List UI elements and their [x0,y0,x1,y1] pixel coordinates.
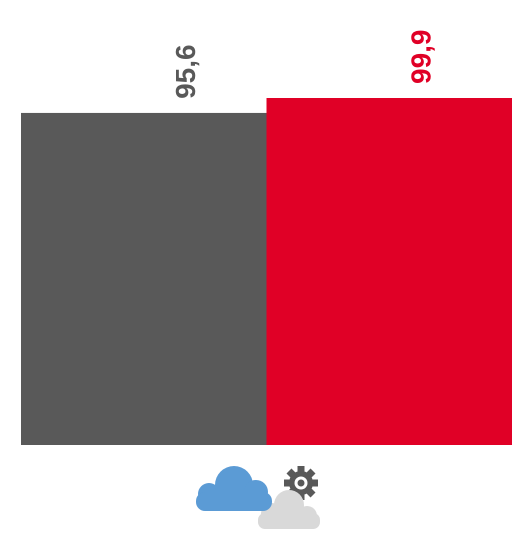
gear-hub [298,480,305,487]
bar-1 [21,113,267,445]
cloud-gear-icon [192,460,324,529]
bar-2 [267,98,512,445]
cloud-front-icon [196,466,272,511]
data-label-2: 99,9 [406,30,437,85]
data-label-1: 95,6 [170,44,201,99]
